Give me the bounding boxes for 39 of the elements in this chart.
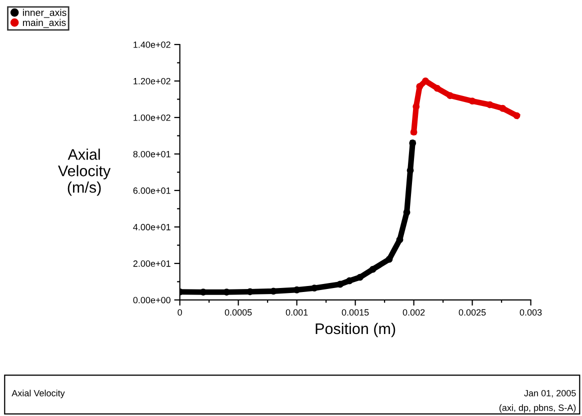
- y-tick-label: 4.00e+01: [133, 224, 170, 230]
- y-tick-label: 6.00e+01: [133, 187, 170, 194]
- point: [446, 92, 454, 100]
- point: [356, 274, 364, 281]
- point: [410, 128, 418, 136]
- point: [403, 208, 410, 216]
- point: [416, 83, 424, 90]
- text: Axial Velocity: [12, 390, 65, 398]
- y-tick-label: 1.20e+02: [134, 78, 170, 84]
- point: [513, 112, 520, 120]
- point: [386, 256, 393, 263]
- text: (axi, dp, pbns, S-A): [499, 404, 576, 413]
- x-tick-label: 0.0005: [224, 309, 252, 316]
- x-axis-title: Position (m): [316, 322, 396, 338]
- y-tick-label: 1.00e+02: [134, 114, 170, 121]
- y-tick-label: 8.00e+01: [133, 150, 170, 158]
- point: [369, 266, 376, 273]
- y-axis-title: Axial Velocity (m/s): [58, 148, 111, 196]
- x-tick-label: 0.003: [520, 309, 542, 316]
- y-tick-label: 1.40e+02: [134, 41, 170, 48]
- y-tick-label: 2.00e+01: [133, 260, 170, 267]
- x-tick-label: 0.0025: [458, 309, 486, 316]
- x-tick-label: 0: [178, 309, 182, 316]
- y-tick-label: 0.00e+00: [133, 296, 170, 304]
- point: [499, 104, 506, 112]
- point: [468, 98, 476, 105]
- legend-label: inner_axis: [23, 8, 66, 18]
- point: [434, 84, 441, 92]
- x-tick-label: 0.0015: [342, 309, 369, 316]
- point: [310, 284, 318, 292]
- point: [486, 101, 494, 108]
- point: [346, 277, 353, 284]
- x-tick-label: 0.002: [402, 309, 425, 316]
- x-tick-label: 0.001: [286, 309, 308, 316]
- point: [246, 288, 254, 296]
- point: [336, 280, 344, 288]
- point: [396, 236, 404, 244]
- text: Jan 01, 2005: [524, 390, 576, 398]
- legend-label: main_axis: [23, 18, 66, 28]
